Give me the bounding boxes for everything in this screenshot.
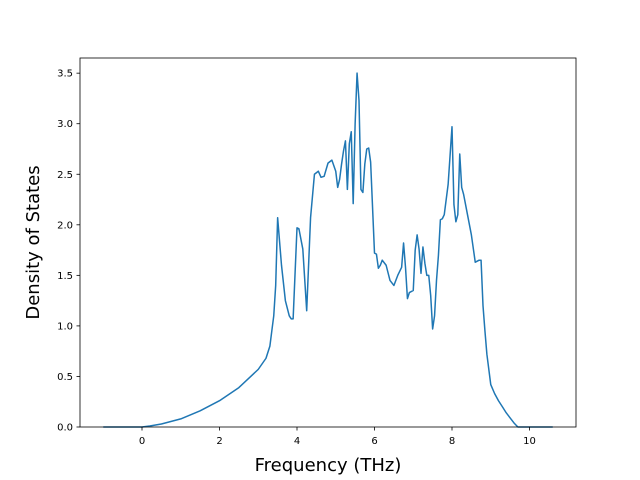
x-tick-label: 6 xyxy=(371,436,377,447)
x-tick-label: 4 xyxy=(294,436,300,447)
y-tick-label: 0.0 xyxy=(57,423,73,434)
y-tick-label: 0.5 xyxy=(57,372,73,383)
y-tick-label: 1.0 xyxy=(57,321,73,332)
axes-frame xyxy=(79,57,577,428)
axis-ticks: 0 2 4 6 8 10 0.0 0.5 1.0 1.5 2.0 2.5 3.0 3.5 xyxy=(57,69,536,447)
x-tick-label: 10 xyxy=(523,436,536,447)
plot-area xyxy=(103,72,553,428)
y-axis-label: Density of States xyxy=(23,165,44,319)
y-tick-label: 3.5 xyxy=(57,69,73,80)
x-tick-label: 0 xyxy=(139,436,145,447)
y-tick-label: 1.5 xyxy=(57,271,73,282)
x-tick-label: 8 xyxy=(449,436,455,447)
x-axis-label: Frequency (THz) xyxy=(255,455,402,476)
x-tick-label: 2 xyxy=(216,436,222,447)
y-tick-label: 2.5 xyxy=(57,170,73,181)
y-tick-label: 2.0 xyxy=(57,220,73,231)
y-tick-label: 3.0 xyxy=(57,119,73,130)
dos-series-line-0 xyxy=(103,72,553,428)
